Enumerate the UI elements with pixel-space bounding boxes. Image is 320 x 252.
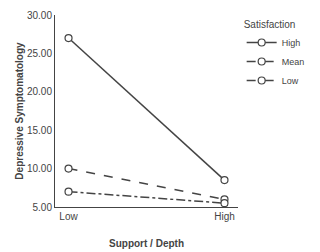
svg-text:Depressive Symptomatology: Depressive Symptomatology xyxy=(14,42,25,180)
svg-text:5.00: 5.00 xyxy=(33,202,53,213)
svg-text:Satisfaction: Satisfaction xyxy=(244,19,296,30)
svg-text:Low: Low xyxy=(282,76,299,86)
svg-text:High: High xyxy=(214,211,235,222)
svg-text:Low: Low xyxy=(59,211,78,222)
svg-text:10.00: 10.00 xyxy=(27,163,52,174)
svg-text:25.00: 25.00 xyxy=(27,48,52,59)
svg-text:15.00: 15.00 xyxy=(27,125,52,136)
svg-text:20.00: 20.00 xyxy=(27,86,52,97)
svg-text:Support / Depth: Support / Depth xyxy=(109,238,184,249)
svg-text:Mean: Mean xyxy=(282,57,305,67)
svg-text:30.00: 30.00 xyxy=(27,10,52,21)
svg-text:High: High xyxy=(282,38,301,48)
